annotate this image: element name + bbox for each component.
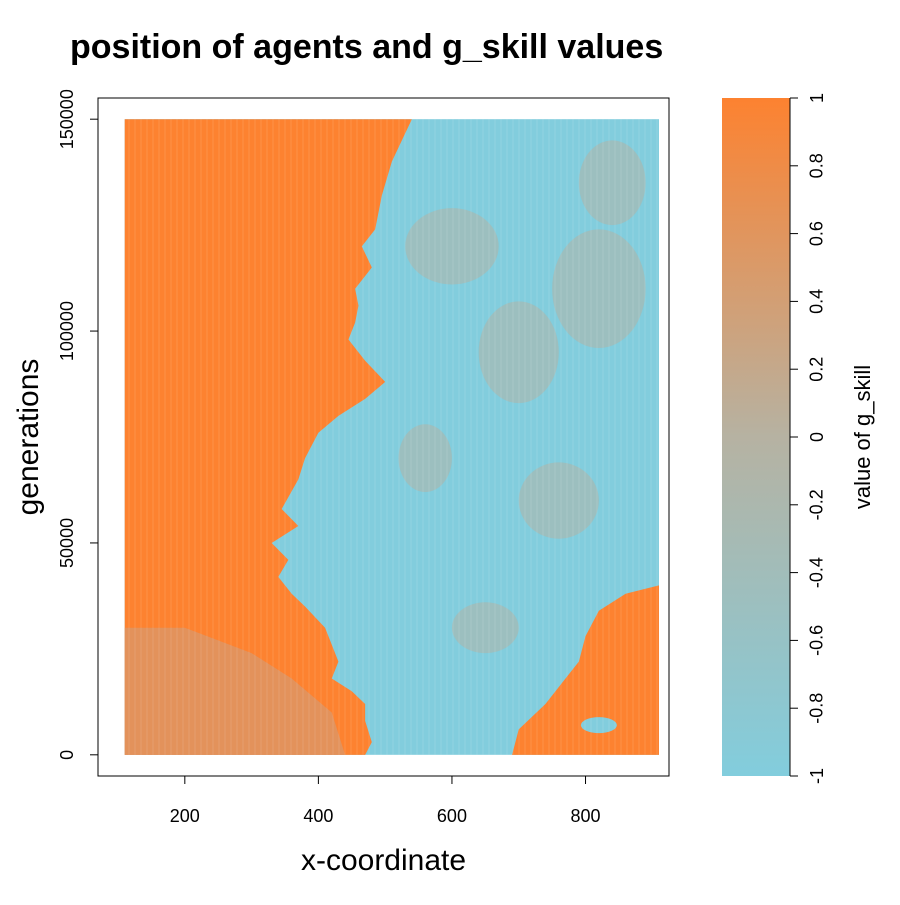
y-tick-label-3: 150000 — [57, 89, 77, 149]
legend-title: value of g_skill — [850, 365, 875, 509]
legend-tick-label-3: 0.4 — [807, 289, 827, 314]
legend-tick-label-1: 0.8 — [807, 153, 827, 178]
y-tick-label-0: 0 — [57, 750, 77, 760]
legend-tick-label-7: -0.4 — [807, 557, 827, 588]
legend-tick-label-0: 1 — [807, 93, 827, 103]
x-tick-label-0: 200 — [170, 806, 200, 826]
x-axis-label: x-coordinate — [301, 844, 466, 877]
data-area — [124, 119, 659, 755]
x-tick-label-1: 400 — [303, 806, 333, 826]
texture — [124, 119, 659, 755]
chart-title: position of agents and g_skill values — [70, 28, 664, 66]
legend-tick-label-2: 0.6 — [807, 221, 827, 246]
legend-tick-label-10: -1 — [807, 768, 827, 784]
legend-tick-label-5: 0 — [807, 432, 827, 442]
legend-colorbar — [722, 98, 790, 776]
y-tick-label-1: 50000 — [57, 518, 77, 568]
y-axis-label: generations — [12, 359, 45, 516]
legend-tick-label-6: -0.2 — [807, 489, 827, 520]
legend-tick-label-8: -0.6 — [807, 625, 827, 656]
legend-tick-label-4: 0.2 — [807, 357, 827, 382]
legend-tick-label-9: -0.8 — [807, 693, 827, 724]
x-tick-label-3: 800 — [570, 806, 600, 826]
y-tick-label-2: 100000 — [57, 301, 77, 361]
plot-frame — [97, 97, 670, 777]
x-tick-label-2: 600 — [437, 806, 467, 826]
